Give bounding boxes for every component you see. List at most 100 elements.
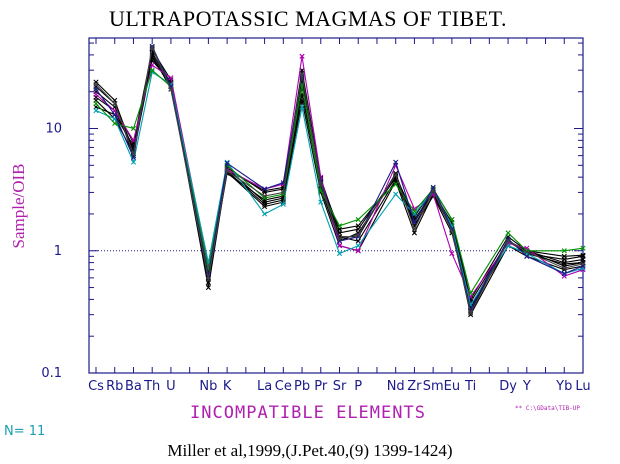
data-point bbox=[449, 250, 455, 257]
x-tick-label: Zr bbox=[407, 379, 422, 394]
data-point bbox=[430, 188, 436, 194]
x-tick-label: Lu bbox=[575, 379, 590, 394]
x-tick-label: Rb bbox=[106, 379, 123, 394]
x-tick-label: Y bbox=[522, 379, 531, 394]
data-point bbox=[149, 62, 155, 68]
data-point bbox=[261, 199, 268, 205]
series-line bbox=[95, 56, 584, 304]
data-point bbox=[93, 91, 99, 98]
data-point bbox=[130, 151, 137, 157]
data-point bbox=[93, 100, 99, 107]
data-point bbox=[130, 159, 137, 165]
data-point bbox=[336, 223, 343, 229]
data-point bbox=[130, 137, 137, 143]
series-line bbox=[95, 48, 584, 301]
data-point bbox=[580, 245, 586, 251]
series-line bbox=[95, 45, 584, 315]
data-point bbox=[561, 253, 567, 259]
data-point bbox=[355, 238, 361, 244]
series-line bbox=[95, 56, 584, 298]
data-point bbox=[112, 120, 118, 127]
x-tick-label: Th bbox=[143, 379, 160, 394]
x-tick-label: U bbox=[166, 379, 176, 394]
data-point bbox=[355, 243, 361, 249]
y-tick-label: 10 bbox=[45, 122, 62, 137]
file-path-label: ** C:\GData\TIB-UP bbox=[515, 405, 580, 412]
data-point bbox=[393, 159, 399, 165]
series-line bbox=[95, 69, 584, 295]
x-tick-label: Sm bbox=[423, 379, 444, 394]
data-point bbox=[524, 249, 530, 255]
x-tick-label: Sr bbox=[333, 379, 347, 394]
x-tick-label: Nb bbox=[199, 379, 217, 394]
x-tick-label: Yb bbox=[555, 379, 572, 394]
series-line bbox=[95, 71, 584, 307]
x-tick-label: La bbox=[257, 379, 272, 394]
series-line bbox=[95, 53, 584, 308]
data-point bbox=[355, 226, 361, 232]
y-tick-label: 0.1 bbox=[41, 366, 62, 381]
data-point bbox=[561, 248, 567, 254]
data-point bbox=[580, 252, 586, 258]
x-tick-label: P bbox=[354, 379, 362, 394]
x-tick-label: Pb bbox=[294, 379, 310, 394]
x-axis: Cs Rb Ba Th U Nb K La Ce Pb Pr Sr P Nd Zr Sm Eu Ti Dy Y Yb Lu bbox=[88, 38, 591, 394]
data-point bbox=[336, 236, 343, 242]
x-tick-label: Nd bbox=[387, 379, 405, 394]
data-point bbox=[168, 86, 174, 92]
data-point bbox=[449, 216, 455, 223]
data-point bbox=[393, 171, 399, 178]
data-point bbox=[561, 271, 567, 277]
data-point bbox=[449, 228, 455, 234]
data-point bbox=[411, 208, 418, 214]
chart-title: ULTRAPOTASSIC MAGMAS OF TIBET. bbox=[109, 6, 507, 31]
data-point bbox=[561, 265, 567, 271]
y-axis-label: Sample/OIB bbox=[9, 164, 28, 249]
sample-count-label: N= 11 bbox=[4, 424, 45, 439]
data-point bbox=[261, 211, 268, 217]
data-point bbox=[355, 232, 361, 238]
data-point bbox=[93, 108, 99, 114]
data-point bbox=[130, 125, 137, 132]
data-point bbox=[261, 195, 268, 201]
x-tick-label: K bbox=[223, 379, 232, 394]
x-tick-label: Cs bbox=[88, 379, 104, 394]
data-point bbox=[468, 290, 474, 296]
data-point bbox=[355, 216, 361, 223]
x-tick-label: Ti bbox=[464, 379, 476, 394]
data-point bbox=[561, 261, 567, 267]
data-point bbox=[261, 186, 268, 192]
data-point bbox=[205, 277, 211, 283]
data-point bbox=[168, 75, 174, 81]
citation-text: Miller et al,1999,(J.Pet.40,(9) 1399-142… bbox=[167, 441, 452, 460]
data-point bbox=[393, 191, 399, 197]
data-point bbox=[112, 100, 118, 107]
data-point bbox=[261, 203, 268, 210]
data-point bbox=[93, 81, 99, 87]
data-point bbox=[468, 310, 474, 316]
data-point bbox=[299, 53, 305, 59]
series-line bbox=[95, 50, 584, 317]
data-point bbox=[149, 44, 155, 51]
data-point bbox=[224, 168, 230, 174]
x-tick-label: Eu bbox=[444, 379, 460, 394]
data-point bbox=[112, 111, 118, 118]
y-axis: 0.1 1 10 bbox=[41, 42, 583, 381]
data-point bbox=[280, 201, 286, 207]
data-point bbox=[224, 160, 230, 166]
data-point bbox=[411, 226, 418, 232]
data-point bbox=[468, 312, 474, 318]
data-point bbox=[355, 248, 361, 254]
data-point bbox=[580, 261, 586, 267]
data-point bbox=[505, 230, 511, 236]
data-point bbox=[149, 67, 155, 73]
data-point bbox=[393, 181, 399, 187]
data-point bbox=[336, 250, 343, 257]
x-tick-label: Pr bbox=[314, 379, 328, 394]
series-line bbox=[95, 59, 584, 310]
x-tick-label: Ba bbox=[125, 379, 142, 394]
data-point bbox=[261, 197, 268, 203]
data-point bbox=[205, 284, 211, 291]
series-group bbox=[93, 43, 586, 318]
x-axis-label: INCOMPATIBLE ELEMENTS bbox=[190, 403, 426, 423]
